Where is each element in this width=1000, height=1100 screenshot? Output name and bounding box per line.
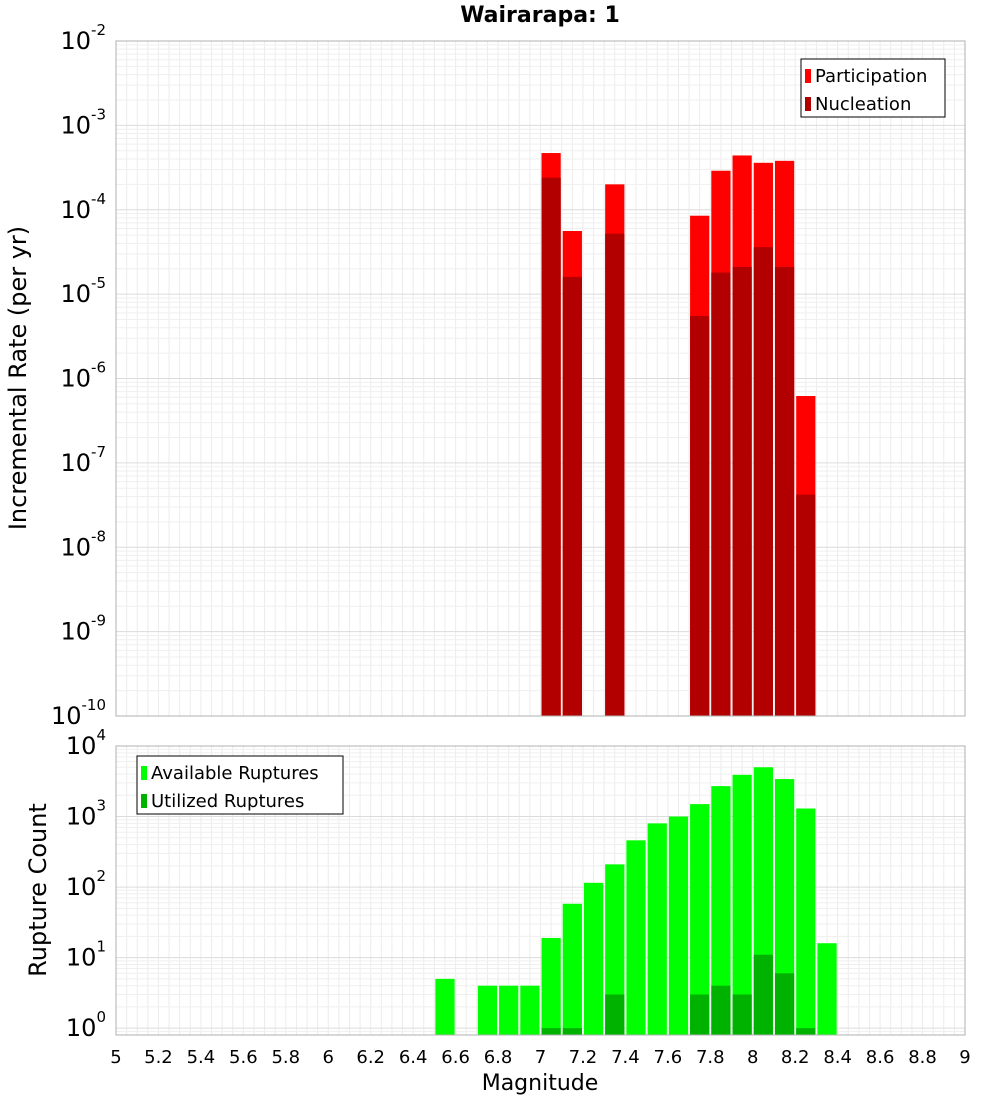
bottom-y-tick-label: 102 [66, 867, 106, 901]
bottom-y-tick-label: 104 [66, 726, 106, 760]
top-bar-nucleation [796, 494, 816, 716]
top-bar-nucleation [753, 247, 773, 716]
x-tick-label: 5.6 [229, 1047, 258, 1068]
bottom-bar-available-ruptures [817, 943, 837, 1035]
bottom-bar-available-ruptures [774, 779, 795, 1035]
top-bar-nucleation [562, 276, 582, 716]
bottom-bar-utilized-ruptures [562, 1028, 582, 1035]
top-y-tick-label: 10-5 [60, 274, 106, 308]
bottom-legend-swatch [141, 794, 147, 808]
x-tick-label: 5.8 [271, 1047, 300, 1068]
x-tick-label: 6 [323, 1047, 334, 1068]
top-y-tick-label: 10-2 [60, 21, 106, 55]
x-tick-label: 8 [747, 1047, 758, 1068]
top-bar-nucleation [774, 266, 795, 716]
bottom-bar-available-ruptures [583, 882, 604, 1035]
top-y-tick-label: 10-4 [60, 190, 106, 224]
bottom-y-tick-label: 100 [66, 1008, 106, 1042]
x-tick-label: 6.4 [399, 1047, 428, 1068]
bottom-y-axis-label: Rupture Count [24, 803, 52, 977]
top-legend-swatch [805, 97, 811, 111]
x-tick-label: 5.2 [144, 1047, 173, 1068]
x-tick-label: 5.4 [187, 1047, 216, 1068]
bottom-bar-utilized-ruptures [732, 994, 752, 1035]
top-plot-border [115, 40, 966, 717]
bottom-bar-available-ruptures [690, 804, 710, 1035]
x-tick-label: 6.2 [356, 1047, 385, 1068]
top-bar-nucleation [711, 272, 731, 716]
bottom-legend-swatch [141, 766, 147, 780]
top-legend-label: Participation [815, 66, 927, 87]
bottom-bar-available-ruptures [626, 840, 646, 1035]
x-tick-label: 9 [959, 1047, 970, 1068]
bottom-bar-utilized-ruptures [541, 1028, 561, 1035]
bottom-bar-available-ruptures [520, 985, 540, 1035]
bottom-bar-available-ruptures [605, 864, 625, 1035]
bottom-bar-available-ruptures [541, 937, 561, 1035]
x-axis-label: Magnitude [482, 1071, 599, 1096]
top-y-tick-label: 10-8 [60, 527, 106, 561]
top-y-axis-label: Incremental Rate (per yr) [4, 226, 32, 530]
bottom-legend: Available Ruptures Utilized Ruptures [136, 755, 344, 815]
bottom-bar-available-ruptures [796, 808, 816, 1035]
chart-title: Wairarapa: 1 [460, 3, 620, 28]
top-legend-label: Nucleation [815, 94, 911, 115]
bottom-bar-utilized-ruptures [796, 1028, 816, 1035]
bottom-y-tick-label: 103 [66, 797, 106, 831]
top-y-tick-label: 10-9 [60, 612, 106, 646]
bottom-bar-available-ruptures [732, 774, 752, 1035]
top-bar-nucleation [690, 316, 710, 716]
bottom-bar-utilized-ruptures [753, 954, 773, 1035]
bottom-legend-label: Utilized Ruptures [151, 791, 304, 812]
x-tick-label: 7.8 [696, 1047, 725, 1068]
bottom-bar-available-ruptures [477, 985, 498, 1035]
x-tick-label: 7.2 [569, 1047, 598, 1068]
bottom-plot-border [115, 745, 966, 1036]
bottom-legend-label: Available Ruptures [151, 763, 319, 784]
bottom-bar-available-ruptures [499, 985, 519, 1035]
bottom-bar-utilized-ruptures [711, 985, 731, 1035]
top-y-tick-label: 10-10 [51, 696, 106, 730]
x-tick-label: 8.6 [866, 1047, 895, 1068]
x-tick-label: 6.8 [484, 1047, 513, 1068]
bottom-bar-utilized-ruptures [774, 973, 795, 1035]
x-tick-label: 7.4 [611, 1047, 640, 1068]
bottom-series-0 [435, 767, 837, 1035]
x-tick-label: 8.2 [781, 1047, 810, 1068]
top-y-tick-label: 10-7 [60, 443, 106, 477]
bottom-bar-available-ruptures [647, 823, 667, 1035]
bottom-bar-available-ruptures [711, 786, 731, 1035]
x-tick-label: 8.8 [908, 1047, 937, 1068]
x-tick-label: 8.4 [823, 1047, 852, 1068]
bottom-bar-available-ruptures [435, 978, 455, 1035]
bottom-legend-box [136, 755, 344, 815]
top-series-1 [541, 177, 816, 716]
x-tick-label: 7.6 [654, 1047, 683, 1068]
top-y-tick-label: 10-6 [60, 359, 106, 393]
x-tick-label: 7 [535, 1047, 546, 1068]
x-tick-label: 6.6 [441, 1047, 470, 1068]
top-legend: Participation Nucleation [800, 58, 946, 118]
top-grid [115, 40, 966, 717]
top-y-tick-label: 10-3 [60, 105, 106, 139]
bottom-bar-utilized-ruptures [605, 994, 625, 1035]
bottom-bar-available-ruptures [668, 816, 689, 1035]
top-legend-swatch [805, 69, 811, 83]
top-bar-nucleation [732, 266, 752, 716]
bottom-series-1 [541, 954, 816, 1035]
bottom-y-tick-label: 101 [66, 938, 106, 972]
bottom-bar-available-ruptures [562, 903, 582, 1035]
top-legend-box [800, 58, 946, 118]
bottom-bar-utilized-ruptures [690, 994, 710, 1035]
top-bar-nucleation [541, 177, 561, 716]
x-tick-label: 5 [110, 1047, 121, 1068]
top-bar-nucleation [605, 233, 625, 716]
